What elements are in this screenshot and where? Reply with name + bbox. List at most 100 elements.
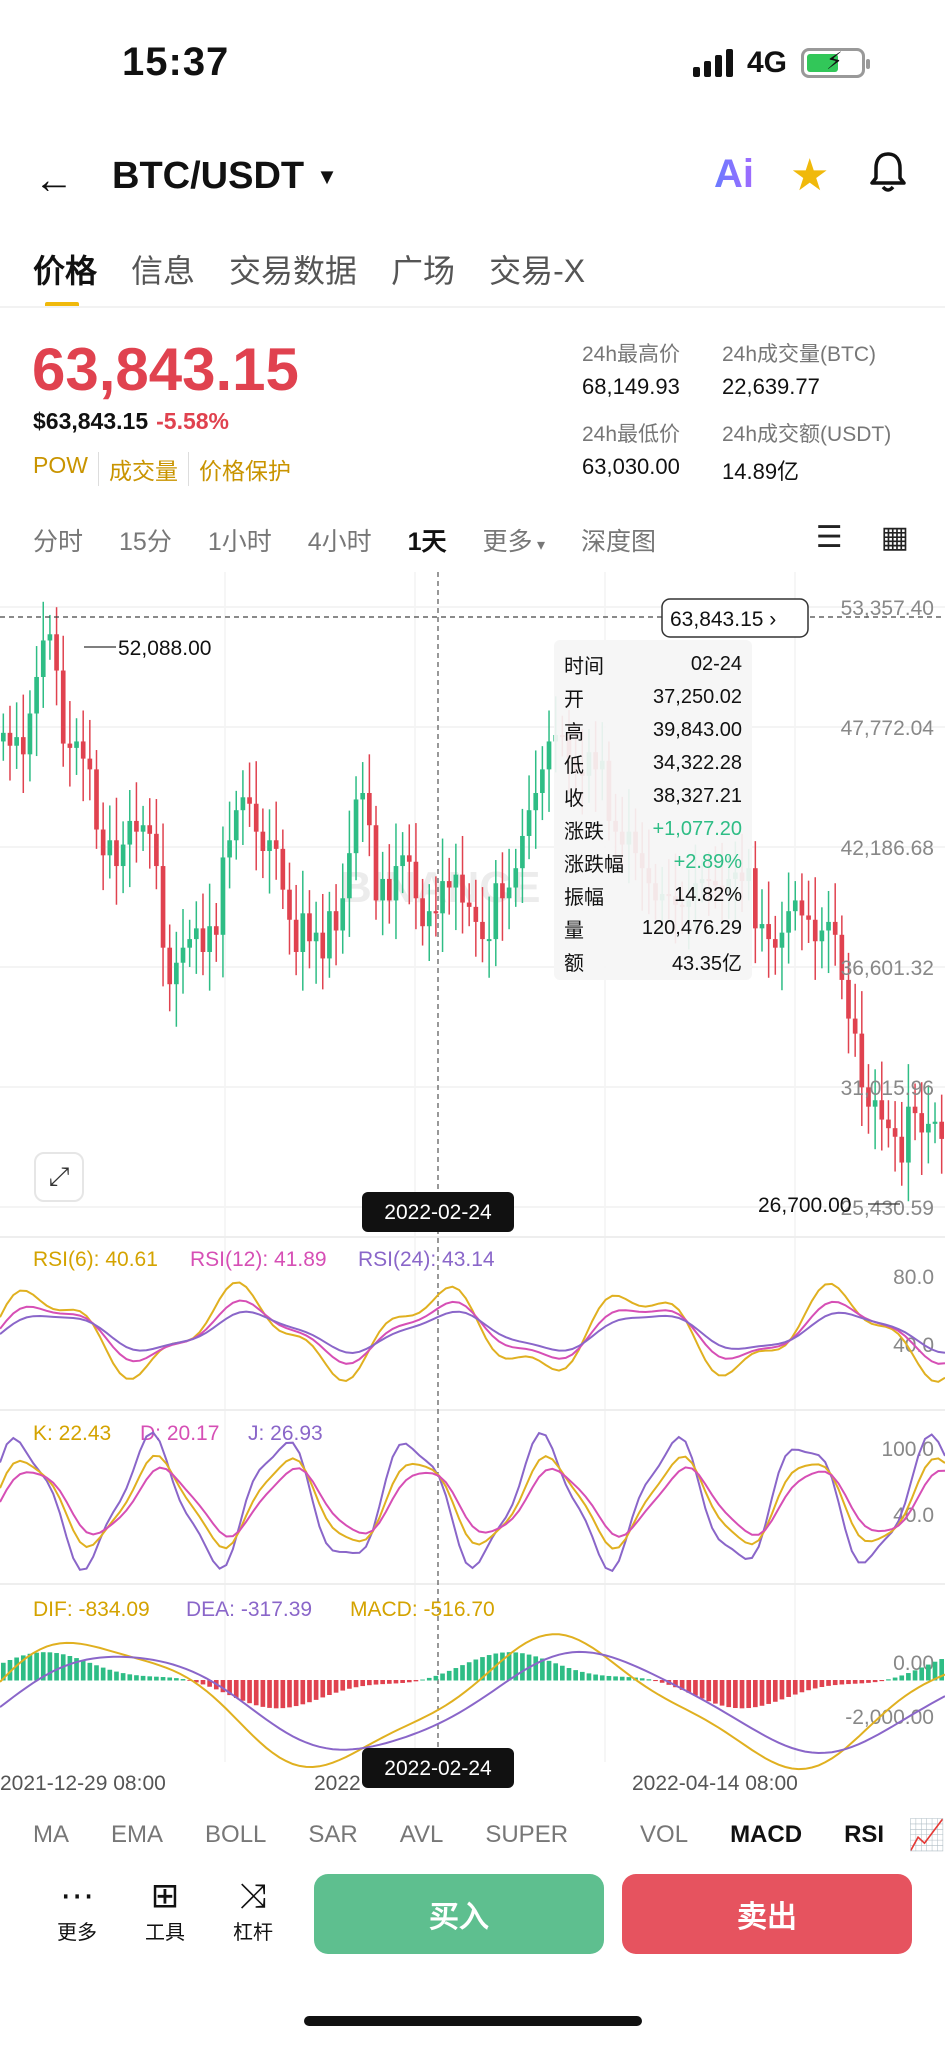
candle-body <box>273 840 279 849</box>
tab-info[interactable]: 信息 <box>131 253 196 289</box>
candle-body <box>866 1087 871 1107</box>
tag-pow[interactable]: POW <box>33 452 88 478</box>
sell-button[interactable]: 卖出 <box>622 1874 912 1954</box>
fullscreen-expand-icon[interactable]: ⤢ <box>34 1152 84 1202</box>
macd-bar <box>74 1658 79 1681</box>
macd-bar <box>586 1673 592 1681</box>
tab-trade-data[interactable]: 交易数据 <box>229 253 358 289</box>
macd-bar <box>87 1662 93 1681</box>
pair-selector[interactable]: BTC/USDT ▼ <box>112 155 338 198</box>
layout-grid-icon[interactable]: ▦ <box>880 521 909 554</box>
interval-1d[interactable]: 1天 <box>407 528 447 556</box>
candle-body <box>14 737 19 746</box>
interval-4h[interactable]: 4小时 <box>307 528 372 556</box>
interval-more[interactable]: 更多 <box>483 522 546 558</box>
candle-body <box>140 825 146 832</box>
macd-dea-label: DEA: -317.39 <box>186 1598 312 1621</box>
macd-bar <box>240 1680 246 1701</box>
macd-bar <box>473 1659 479 1681</box>
interval-15m[interactable]: 15分 <box>119 528 172 556</box>
price-usd-row: $63,843.15 -5.58% <box>33 408 229 435</box>
candle-body <box>852 1018 858 1034</box>
tab-trade-x[interactable]: 交易-X <box>489 253 586 289</box>
tools-button[interactable]: ⊞ 工具 <box>130 1876 200 1945</box>
macd-bar <box>639 1678 645 1681</box>
candle-body <box>360 793 366 800</box>
ind-ema[interactable]: EMA <box>111 1821 164 1848</box>
macd-bar <box>0 1662 6 1681</box>
macd-bar <box>80 1660 86 1681</box>
macd-bar <box>872 1680 878 1683</box>
pair-name: BTC/USDT <box>112 155 305 197</box>
macd-dif-line <box>0 1633 945 1771</box>
candle-body <box>380 878 385 901</box>
macd-bar <box>114 1671 119 1681</box>
tooltip-row: 振幅 14.82% <box>564 879 742 912</box>
ind-ma[interactable]: MA <box>33 1821 69 1848</box>
kdj-d-line <box>0 1466 945 1538</box>
candle-body <box>493 883 499 940</box>
candle-body <box>80 741 86 759</box>
macd-bar <box>174 1678 179 1681</box>
tab-square[interactable]: 广场 <box>391 253 456 289</box>
ind-avl[interactable]: AVL <box>399 1821 444 1848</box>
leverage-button[interactable]: ⤨ 杠杆 <box>218 1876 288 1945</box>
interval-1h[interactable]: 1小时 <box>207 528 272 556</box>
macd-bar <box>293 1680 299 1707</box>
macd-bar <box>327 1680 332 1695</box>
crosshair-date-box <box>362 1192 514 1232</box>
favorite-star-icon[interactable]: ★ <box>790 151 830 200</box>
ohlc-tooltip: 时间 02-24 开 37,250.02 高 39,843.00 低 34,322.28 收 38… <box>554 640 752 980</box>
candle-body <box>167 947 173 985</box>
y-tick-label: 47,772.04 <box>841 717 935 740</box>
candle-body <box>939 1121 945 1139</box>
candle-body <box>300 913 306 952</box>
chart-settings-icon[interactable]: ☰ <box>815 521 843 554</box>
candle-body <box>892 1128 898 1137</box>
tab-price[interactable]: 价格 <box>33 246 97 308</box>
y-tick-label: 42,186.68 <box>841 837 934 860</box>
buy-button[interactable]: 买入 <box>314 1874 604 1954</box>
y-tick-label: 36,601.32 <box>841 957 934 980</box>
candle-body <box>466 902 472 907</box>
ind-macd[interactable]: MACD <box>730 1821 803 1848</box>
interval-timeline[interactable]: 分时 <box>33 528 84 556</box>
kline-chart[interactable]: BINANCE53,357.4047,772.0442,186.6836,601… <box>0 572 945 1807</box>
candle-body <box>7 732 13 746</box>
ind-rsi[interactable]: RSI <box>844 1821 885 1848</box>
macd-bar <box>453 1668 459 1681</box>
candle-body <box>340 898 346 931</box>
candle-body <box>540 769 545 794</box>
ind-boll[interactable]: BOLL <box>205 1821 267 1848</box>
macd-bar <box>812 1680 818 1689</box>
ind-super[interactable]: SUPER <box>485 1821 569 1848</box>
candle-body <box>440 881 445 914</box>
depth-chart-tab[interactable]: 深度图 <box>581 528 657 556</box>
candle-body <box>74 741 79 748</box>
macd-bar <box>679 1680 685 1690</box>
tooltip-row: 涨跌幅 +2.89% <box>564 846 742 879</box>
macd-bar <box>566 1668 572 1681</box>
candle-body <box>247 797 252 804</box>
candle-body <box>819 930 825 942</box>
more-button[interactable]: ⋯ 更多 <box>42 1876 112 1945</box>
tooltip-row: 开 37,250.02 <box>564 681 742 714</box>
macd-bar <box>446 1670 452 1681</box>
macd-bar <box>939 1659 945 1681</box>
candle-body <box>373 825 379 901</box>
ind-vol[interactable]: VOL <box>640 1821 689 1848</box>
tag-price-protection[interactable]: 价格保护 <box>187 452 291 486</box>
more-dots-icon: ⋯ <box>60 1877 94 1915</box>
macd-bar <box>699 1680 705 1699</box>
ai-icon[interactable]: Ai <box>714 152 754 196</box>
macd-bar <box>360 1680 366 1687</box>
candle-body <box>832 921 838 935</box>
tag-volume[interactable]: 成交量 <box>97 452 178 486</box>
macd-bar <box>273 1680 279 1709</box>
tooltip-key: 量 <box>564 920 584 942</box>
ind-sar[interactable]: SAR <box>308 1821 358 1848</box>
back-arrow-icon[interactable]: ← <box>34 158 74 202</box>
macd-dea-line <box>0 1650 945 1755</box>
indicator-chart-icon[interactable]: 📈 <box>908 1818 945 1852</box>
bell-icon[interactable] <box>868 150 908 204</box>
